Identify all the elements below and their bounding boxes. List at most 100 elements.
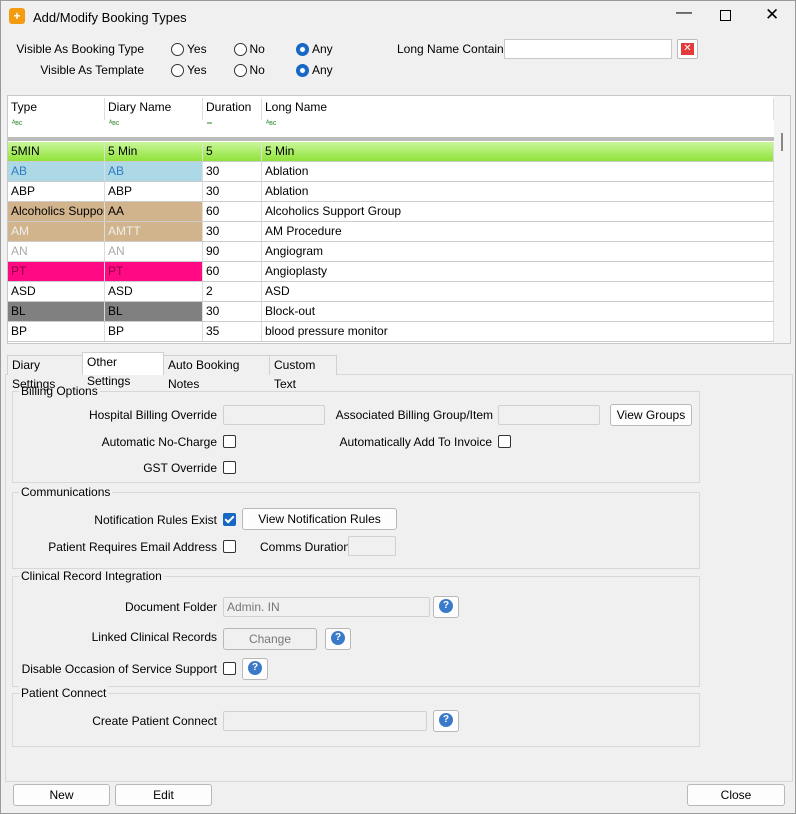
close-button[interactable]: Close bbox=[687, 784, 785, 806]
table-cell: Alcoholics Support bbox=[8, 202, 105, 221]
table-cell: ASD bbox=[8, 282, 105, 301]
button[interactable]: Change bbox=[223, 628, 317, 650]
checkbox[interactable] bbox=[498, 435, 511, 448]
table-cell: Alcoholics Support Group bbox=[262, 202, 774, 221]
scrollbar[interactable] bbox=[774, 96, 790, 343]
table-row[interactable]: Alcoholics Support AA 60 Alcoholics Support… bbox=[8, 202, 774, 222]
maximize[interactable] bbox=[720, 10, 731, 21]
input[interactable] bbox=[348, 536, 396, 556]
button[interactable]: View Notification Rules bbox=[242, 508, 397, 530]
radio[interactable] bbox=[233, 43, 247, 56]
label: Patient Requires Email Address bbox=[48, 540, 217, 554]
table-cell: 5 Min bbox=[262, 142, 774, 161]
radio[interactable] bbox=[296, 64, 309, 77]
help-button[interactable] bbox=[433, 596, 459, 618]
table-cell: Angiogram bbox=[262, 242, 774, 261]
table-row[interactable]: AB AB 30 Ablation bbox=[8, 162, 774, 182]
window-title: Add/Modify Booking Types bbox=[33, 10, 187, 25]
button[interactable]: View Groups bbox=[610, 404, 692, 426]
table-cell: ABP bbox=[8, 182, 105, 201]
minimize[interactable]: — bbox=[676, 4, 692, 21]
table-row[interactable]: ASD ASD 2 ASD bbox=[8, 282, 774, 302]
clear-button[interactable]: ✕ bbox=[677, 39, 698, 59]
dropdown[interactable] bbox=[498, 405, 600, 425]
table-row[interactable]: BP BP 35 blood pressure monitor bbox=[8, 322, 774, 342]
dropdown[interactable] bbox=[223, 711, 427, 731]
grid: Type ᴬʙᴄ Diary Name ᴬʙᴄ Duration ═ Long Name ᴬʙ… bbox=[7, 95, 791, 344]
radio[interactable] bbox=[171, 43, 184, 56]
checkbox[interactable] bbox=[223, 540, 236, 553]
label: Document Folder bbox=[124, 600, 217, 614]
table-cell: blood pressure monitor bbox=[262, 322, 774, 341]
table-cell: 5 Min bbox=[105, 142, 203, 161]
table-cell: AN bbox=[8, 242, 105, 261]
group: Patient Connect bbox=[12, 686, 700, 747]
table-cell: ASD bbox=[262, 282, 774, 301]
radio-label: No bbox=[249, 42, 265, 56]
label: Hospital Billing Override bbox=[88, 408, 217, 422]
table-cell: 35 bbox=[203, 322, 262, 341]
radio[interactable] bbox=[171, 64, 184, 77]
radio[interactable] bbox=[233, 64, 247, 77]
label: Linked Clinical Records bbox=[91, 630, 217, 644]
table-cell: AMTT bbox=[105, 222, 203, 241]
header-separator bbox=[8, 137, 774, 141]
column-filter[interactable]: ᴬʙᴄ bbox=[109, 120, 120, 127]
column-header: Diary Name bbox=[105, 98, 203, 120]
input[interactable] bbox=[223, 405, 325, 425]
table-cell: ASD bbox=[105, 282, 203, 301]
table-cell: AA bbox=[105, 202, 203, 221]
column-header: Long Name bbox=[262, 98, 774, 120]
table-row[interactable]: BL BL 30 Block-out bbox=[8, 302, 774, 322]
radio-label: Yes bbox=[187, 63, 207, 77]
table-cell: Ablation bbox=[262, 182, 774, 201]
column-filter[interactable]: ᴬʙᴄ bbox=[266, 120, 277, 127]
table-cell: BP bbox=[8, 322, 105, 341]
label: Associated Billing Group/Item bbox=[335, 408, 493, 422]
column-filter[interactable]: ═ bbox=[207, 120, 212, 127]
new-button[interactable]: New bbox=[13, 784, 110, 806]
table-cell: BL bbox=[105, 302, 203, 321]
help-button[interactable] bbox=[433, 710, 459, 732]
column-header: Duration bbox=[203, 98, 262, 120]
radio[interactable] bbox=[296, 43, 309, 56]
tab[interactable]: Auto Booking Notes bbox=[163, 355, 270, 391]
help-button[interactable] bbox=[325, 628, 351, 650]
group-title: Patient Connect bbox=[19, 686, 109, 700]
table-row[interactable]: 5MIN 5 Min 5 5 Min bbox=[8, 142, 774, 162]
tab[interactable]: Diary Settings bbox=[7, 355, 83, 391]
group: Communications bbox=[12, 485, 700, 569]
table-cell: BP bbox=[105, 322, 203, 341]
tab[interactable]: Custom Text bbox=[269, 355, 337, 391]
table-cell: 2 bbox=[203, 282, 262, 301]
checkbox[interactable] bbox=[223, 662, 236, 675]
label: GST Override bbox=[143, 461, 217, 475]
table-cell: PT bbox=[105, 262, 203, 281]
table-row[interactable]: ABP ABP 30 Ablation bbox=[8, 182, 774, 202]
table-cell: ABP bbox=[105, 182, 203, 201]
long-name-input[interactable] bbox=[504, 39, 672, 59]
table-cell: AM bbox=[8, 222, 105, 241]
label: Disable Occasion of Service Support bbox=[21, 662, 217, 676]
checkbox[interactable] bbox=[223, 461, 236, 474]
table-cell: 60 bbox=[203, 202, 262, 221]
table-row[interactable]: PT PT 60 Angioplasty bbox=[8, 262, 774, 282]
table-row[interactable]: AM AMTT 30 AM Procedure bbox=[8, 222, 774, 242]
radio-label: No bbox=[249, 63, 265, 77]
edit-button[interactable]: Edit bbox=[115, 784, 212, 806]
table-cell: Angioplasty bbox=[262, 262, 774, 281]
help-button[interactable] bbox=[242, 658, 268, 680]
table-row[interactable]: AN AN 90 Angiogram bbox=[8, 242, 774, 262]
table-cell: PT bbox=[8, 262, 105, 281]
column-filter[interactable]: ᴬʙᴄ bbox=[12, 120, 23, 127]
label: Automatically Add To Invoice bbox=[339, 435, 492, 449]
checkbox[interactable] bbox=[223, 513, 236, 526]
tab[interactable]: Other Settings bbox=[82, 352, 164, 388]
checkbox[interactable] bbox=[223, 435, 236, 448]
dropdown[interactable]: Admin. IN bbox=[223, 597, 430, 617]
radio-label: Yes bbox=[187, 42, 207, 56]
close-x[interactable]: ✕ bbox=[765, 5, 780, 24]
table-cell: 30 bbox=[203, 222, 262, 241]
table-cell: AB bbox=[105, 162, 203, 181]
